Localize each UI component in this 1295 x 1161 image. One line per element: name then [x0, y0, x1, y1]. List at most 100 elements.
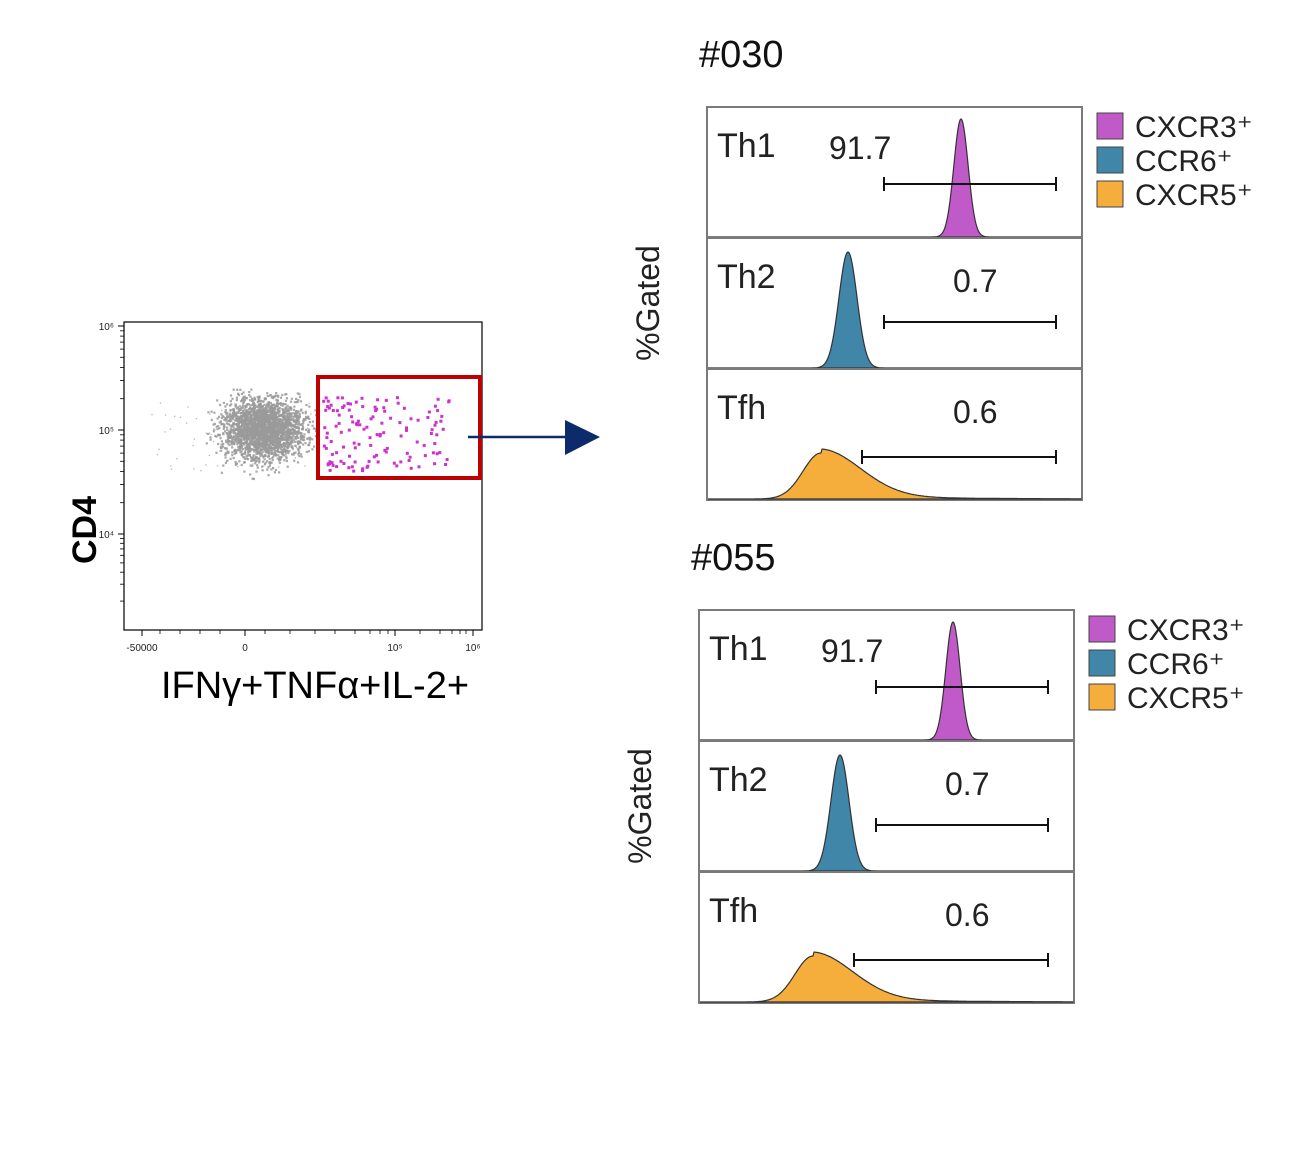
- event-dot: [276, 419, 279, 422]
- event-dot: [210, 433, 212, 436]
- event-dot: [282, 410, 285, 413]
- event-dot: [239, 412, 242, 415]
- event-dot: [232, 422, 235, 425]
- event-dot: [269, 435, 272, 438]
- event-dot: [273, 434, 276, 437]
- event-dot: [255, 459, 258, 462]
- event-dot: [275, 436, 279, 439]
- event-dot: [289, 430, 292, 433]
- event-dot: [274, 446, 277, 449]
- event-dot: [253, 451, 255, 453]
- event-dot: [255, 447, 258, 450]
- event-dot: [169, 428, 172, 430]
- gated-event-dot: [361, 467, 365, 471]
- event-dot: [249, 416, 252, 419]
- event-dot: [254, 455, 257, 458]
- event-dot: [293, 440, 297, 443]
- event-dot: [254, 428, 257, 431]
- event-dot: [249, 473, 252, 476]
- event-dot: [247, 412, 250, 415]
- event-dot: [234, 404, 238, 407]
- gated-event-dot: [375, 453, 379, 457]
- event-dot: [273, 409, 276, 412]
- event-dot: [225, 459, 229, 462]
- event-dot: [261, 431, 264, 434]
- event-dot: [231, 439, 234, 442]
- event-dot: [271, 458, 274, 462]
- event-dot: [284, 420, 287, 423]
- event-dot: [290, 397, 293, 400]
- gated-event-dot: [367, 459, 371, 463]
- event-dot: [295, 425, 298, 428]
- event-dot: [288, 431, 291, 434]
- event-dot: [292, 448, 295, 451]
- event-dot: [227, 460, 229, 462]
- event-dot: [288, 406, 291, 409]
- event-dot: [260, 449, 263, 452]
- event-dot: [291, 430, 294, 433]
- event-dot: [241, 406, 244, 409]
- event-dot: [265, 428, 268, 431]
- event-dot: [276, 457, 279, 460]
- event-dot: [212, 430, 215, 433]
- event-dot: [256, 438, 259, 441]
- event-dot: [284, 445, 287, 448]
- gated-event-dot: [378, 432, 382, 436]
- gated-event-dot: [383, 448, 387, 452]
- event-dot: [246, 418, 249, 421]
- event-dot: [278, 451, 281, 454]
- event-dot: [226, 414, 229, 417]
- event-dot: [251, 418, 254, 421]
- event-dot: [277, 454, 280, 457]
- event-dot: [287, 418, 290, 421]
- event-dot: [261, 465, 264, 468]
- event-dot: [269, 416, 272, 419]
- event-dot: [226, 442, 230, 445]
- event-dot: [235, 424, 238, 427]
- event-dot: [260, 427, 263, 430]
- event-dot: [281, 415, 284, 418]
- event-dot: [291, 441, 294, 444]
- event-dot: [225, 419, 228, 422]
- event-dot: [218, 421, 221, 424]
- event-dot: [280, 414, 283, 417]
- event-dot: [266, 430, 269, 433]
- event-dot: [258, 459, 261, 462]
- event-dot: [280, 429, 283, 432]
- event-dot: [256, 444, 259, 447]
- event-dot: [273, 423, 276, 426]
- event-dot: [227, 415, 230, 418]
- event-dot: [269, 445, 272, 448]
- gated-event-dot: [365, 465, 369, 469]
- event-dot: [223, 447, 226, 450]
- event-dot: [255, 451, 258, 454]
- event-dot: [213, 411, 216, 414]
- y-tick-label: 10⁵: [99, 426, 114, 437]
- event-dot: [268, 438, 271, 441]
- event-dot: [257, 411, 260, 414]
- gate-rectangle: [316, 375, 482, 480]
- event-dot: [258, 418, 261, 421]
- event-dot: [255, 442, 259, 445]
- event-dot: [273, 438, 276, 441]
- legend-label: CCR6⁺: [1135, 145, 1233, 178]
- event-dot: [295, 397, 298, 400]
- event-dot: [219, 420, 223, 423]
- event-dot: [284, 450, 287, 453]
- event-dot: [269, 414, 272, 417]
- event-dot: [236, 435, 239, 438]
- event-dot: [274, 436, 277, 439]
- event-dot: [290, 407, 293, 410]
- event-dot: [250, 440, 253, 443]
- legend-label: CCR6⁺: [1127, 648, 1225, 681]
- event-dot: [278, 431, 281, 434]
- event-dot: [254, 436, 257, 439]
- event-dot: [274, 468, 277, 472]
- event-dot: [232, 456, 235, 460]
- event-dot: [223, 430, 227, 433]
- event-dot: [258, 461, 261, 464]
- event-dot: [260, 433, 263, 436]
- event-dot: [226, 411, 229, 414]
- event-dot: [270, 430, 273, 433]
- event-dot: [228, 420, 231, 423]
